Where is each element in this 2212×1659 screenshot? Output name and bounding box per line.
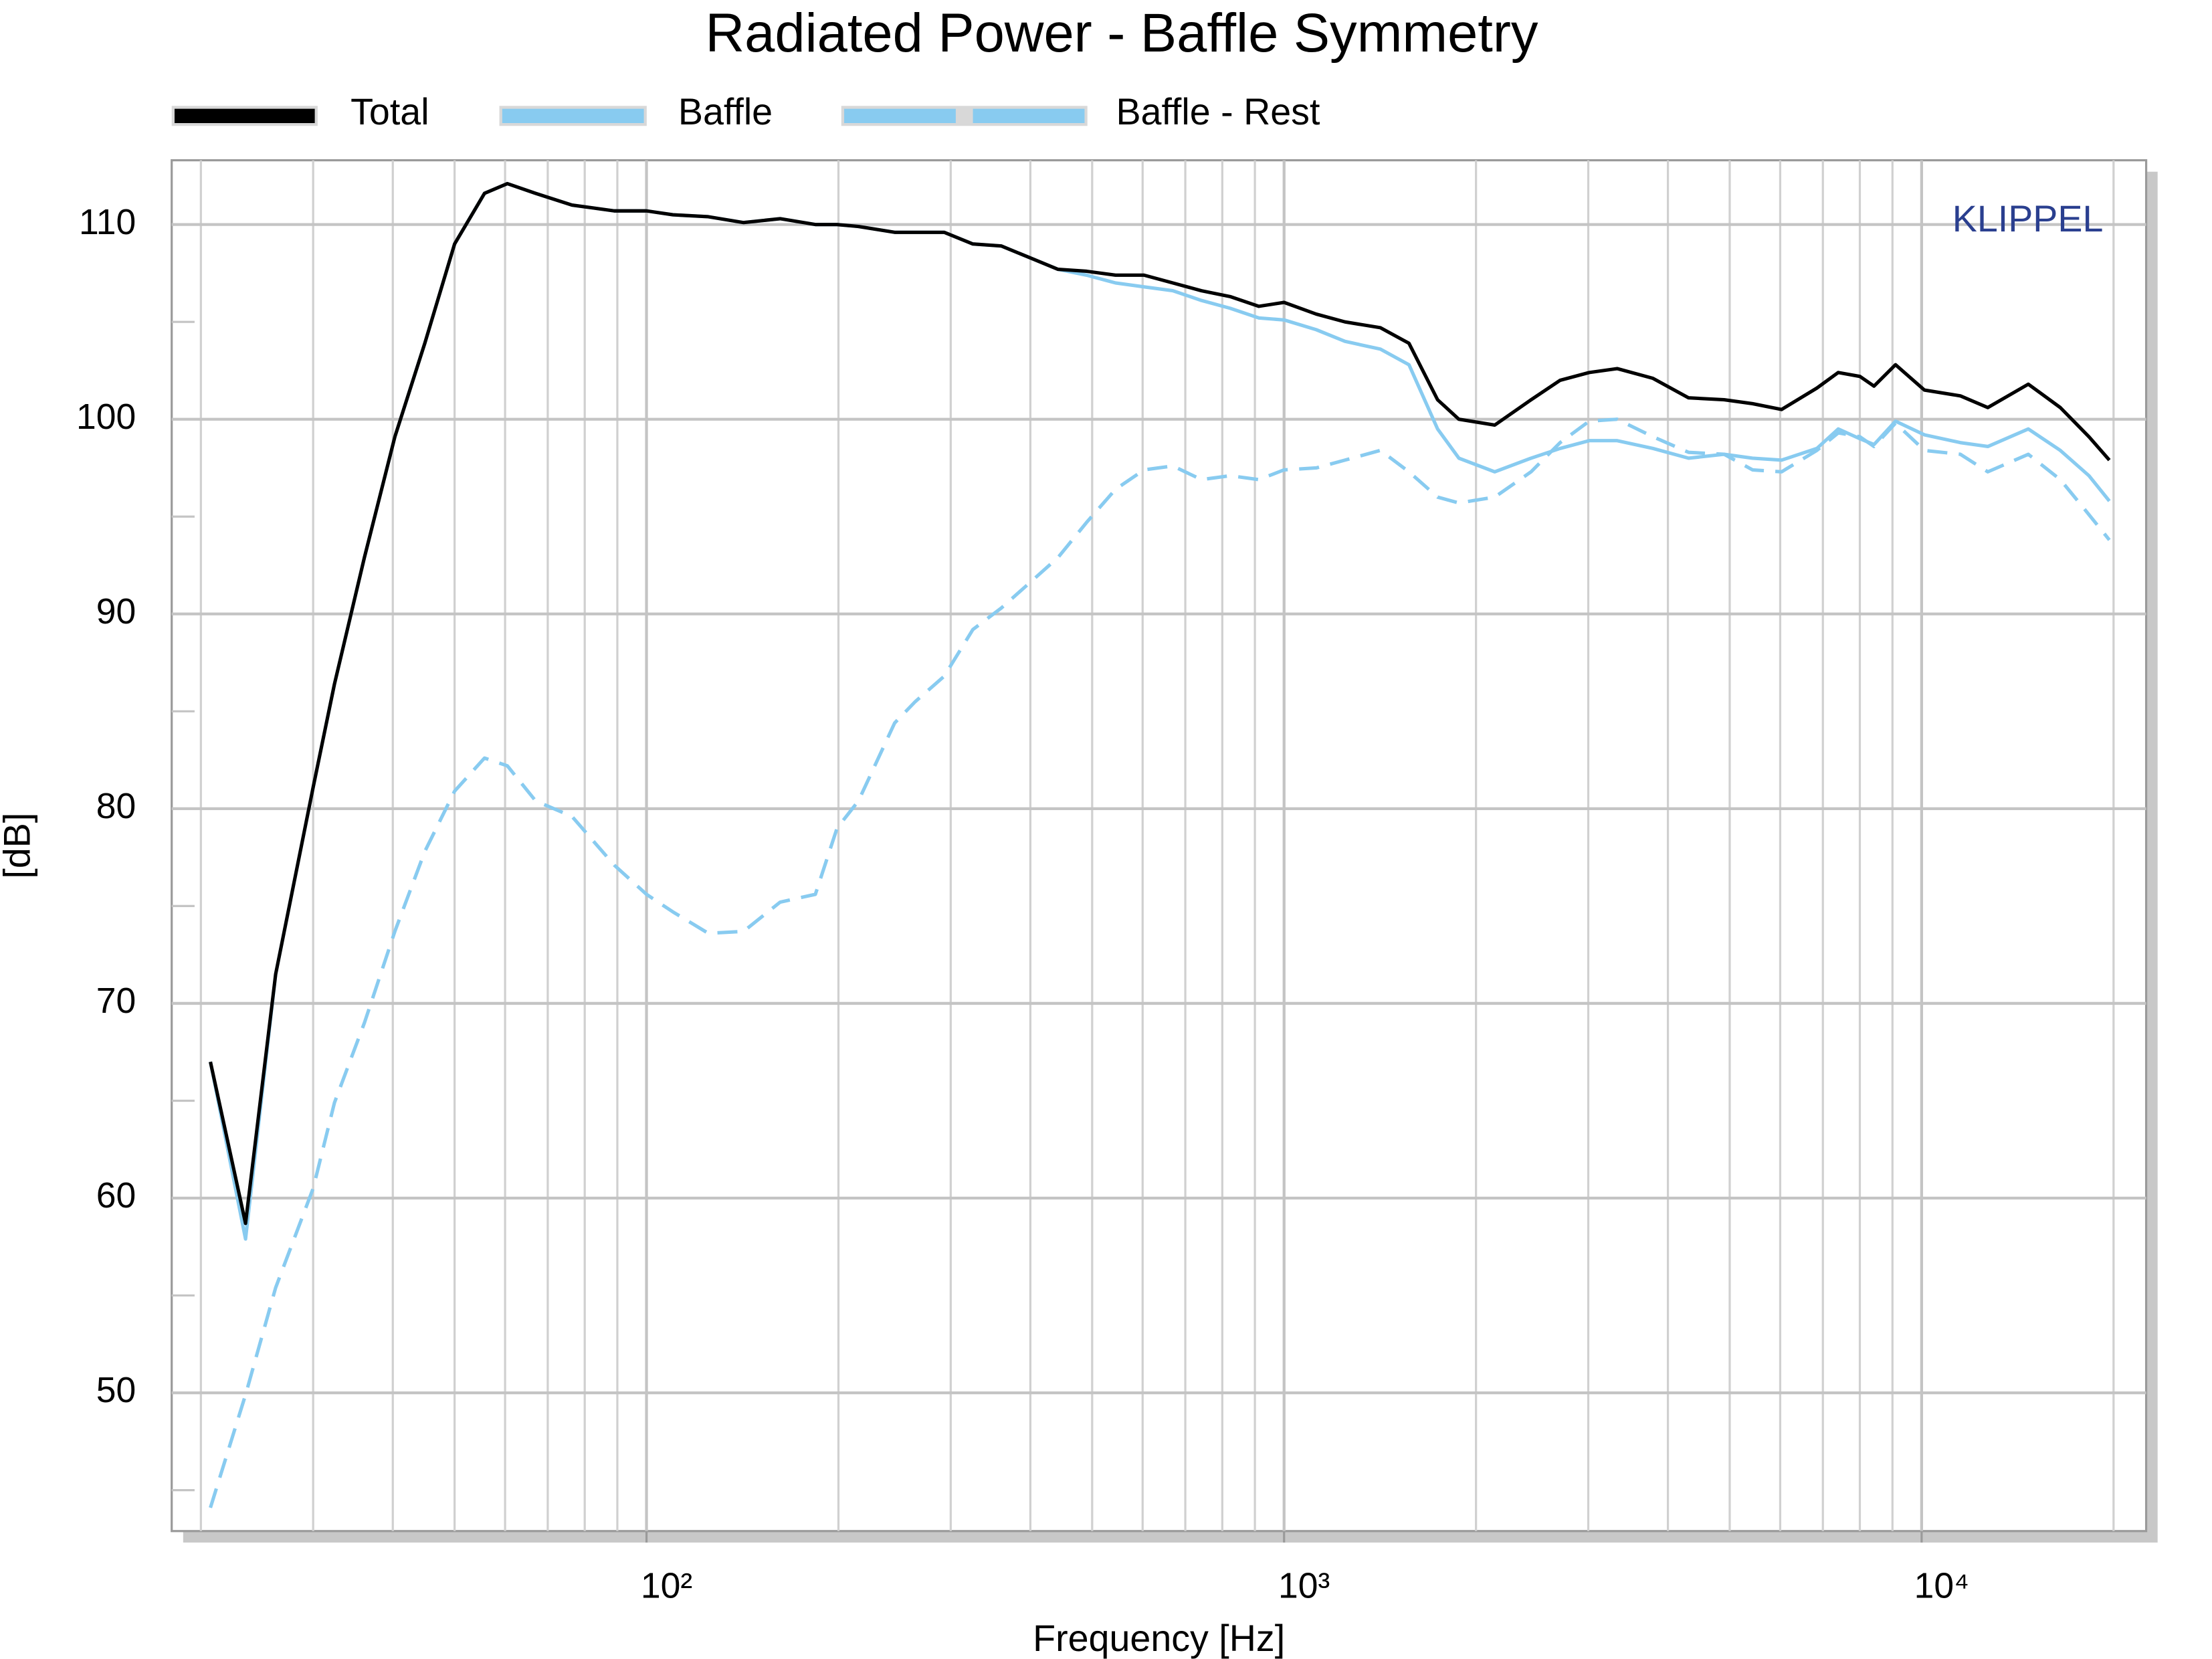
series-line [209, 181, 2111, 1226]
y-tick-label: 80 [96, 787, 136, 826]
lines [209, 181, 2111, 1508]
y-axis-label: [dB] [0, 813, 38, 879]
y-tick-label: 110 [79, 203, 136, 242]
legend-label: Baffle [678, 91, 773, 132]
y-tick-label: 50 [96, 1371, 136, 1410]
y-tick-label: 60 [96, 1176, 136, 1215]
x-axis-label: Frequency [Hz] [1033, 1618, 1285, 1659]
chart-title: Radiated Power - Baffle Symmetry [705, 3, 1538, 64]
legend-label: Baffle - Rest [1116, 91, 1320, 132]
series-line [209, 417, 2111, 1508]
legend: Total Baffle Baffle - Rest [171, 91, 1320, 132]
y-tick-label: 70 [96, 981, 136, 1021]
x-tick-label: 10² [641, 1566, 692, 1605]
x-tick-label: 10³ [1278, 1566, 1330, 1605]
x-tick-label: 10⁴ [1914, 1566, 1969, 1605]
plot-area [171, 159, 2148, 1533]
grid [171, 160, 2146, 1543]
y-tick-label: 90 [96, 592, 136, 631]
legend-label: Total [350, 91, 429, 132]
y-tick-label: 100 [76, 397, 136, 437]
watermark: KLIPPEL [1952, 198, 2104, 239]
